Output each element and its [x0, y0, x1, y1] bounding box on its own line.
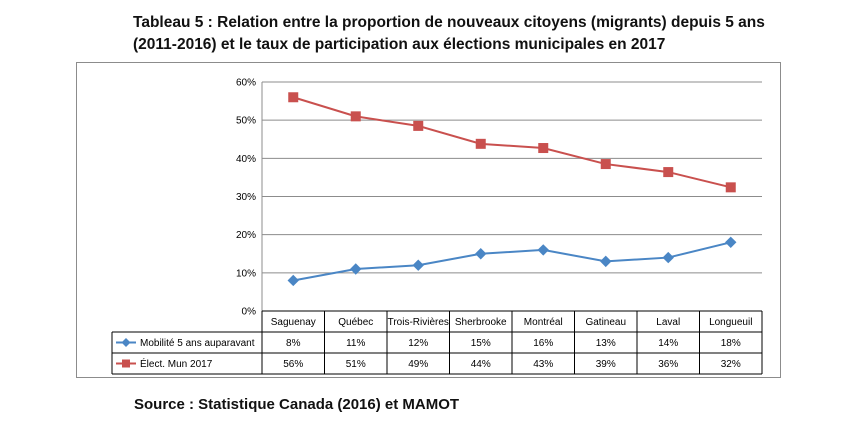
data-table-value: 14%	[658, 338, 678, 349]
legend-series-name: Mobilité 5 ans auparavant	[140, 338, 255, 349]
category-label: Laval	[656, 317, 680, 328]
data-table-value: 8%	[286, 338, 301, 349]
data-table-value: 11%	[346, 338, 365, 349]
y-tick-label: 60%	[236, 78, 256, 89]
y-tick-label: 20%	[236, 230, 256, 241]
data-point	[538, 143, 549, 154]
y-tick-label: 40%	[236, 154, 256, 165]
data-table-value: 43%	[533, 359, 553, 370]
series-line	[293, 241, 731, 282]
data-point	[537, 244, 549, 256]
data-point	[725, 182, 736, 193]
data-point	[663, 167, 674, 178]
y-tick-label: 0%	[242, 307, 257, 318]
data-table-value: 49%	[408, 359, 428, 370]
data-point	[475, 138, 486, 149]
category-label: Longueuil	[709, 317, 752, 328]
data-table-value: 32%	[721, 359, 741, 370]
data-table-value: 44%	[471, 359, 491, 370]
chart-title-line-2: (2011-2016) et le taux de participation …	[133, 36, 666, 53]
data-table-value: 56%	[283, 359, 303, 370]
data-point	[288, 92, 299, 103]
data-point	[350, 111, 361, 122]
data-table-value: 15%	[471, 338, 491, 349]
data-point	[725, 236, 737, 249]
y-tick-label: 10%	[236, 268, 256, 279]
data-point	[662, 251, 674, 264]
source-note: Source : Statistique Canada (2016) et MA…	[134, 396, 460, 413]
data-point	[412, 259, 424, 271]
category-label: Montréal	[524, 317, 563, 328]
data-point	[600, 159, 611, 170]
data-table-value: 16%	[533, 338, 553, 349]
data-table-value: 18%	[721, 338, 741, 349]
data-point	[350, 263, 362, 275]
legend-series-name: Élect. Mun 2017	[140, 357, 213, 370]
data-point	[475, 248, 487, 260]
legend-key-marker	[122, 359, 130, 368]
data-point	[413, 120, 424, 131]
chart-title: Tableau 5 : Relation entre la proportion…	[133, 12, 853, 56]
category-label: Gatineau	[585, 317, 626, 328]
data-table-value: 36%	[658, 359, 678, 370]
category-label: Saguenay	[271, 317, 316, 328]
chart-frame	[76, 62, 781, 378]
category-label: Sherbrooke	[455, 317, 507, 328]
data-point	[287, 274, 299, 287]
y-tick-label: 50%	[236, 116, 256, 127]
legend-key-marker	[121, 338, 131, 347]
data-table-value: 51%	[346, 359, 366, 370]
category-label: Québec	[338, 317, 373, 328]
y-tick-label: 30%	[236, 192, 256, 203]
category-label: Trois-Rivières	[388, 317, 449, 328]
data-table-value: 39%	[596, 359, 616, 370]
series-line	[292, 96, 731, 189]
chart-title-line-1: Tableau 5 : Relation entre la proportion…	[133, 14, 765, 31]
data-table-value: 13%	[596, 338, 616, 349]
data-point	[600, 255, 612, 268]
data-table-value: 12%	[408, 338, 428, 349]
